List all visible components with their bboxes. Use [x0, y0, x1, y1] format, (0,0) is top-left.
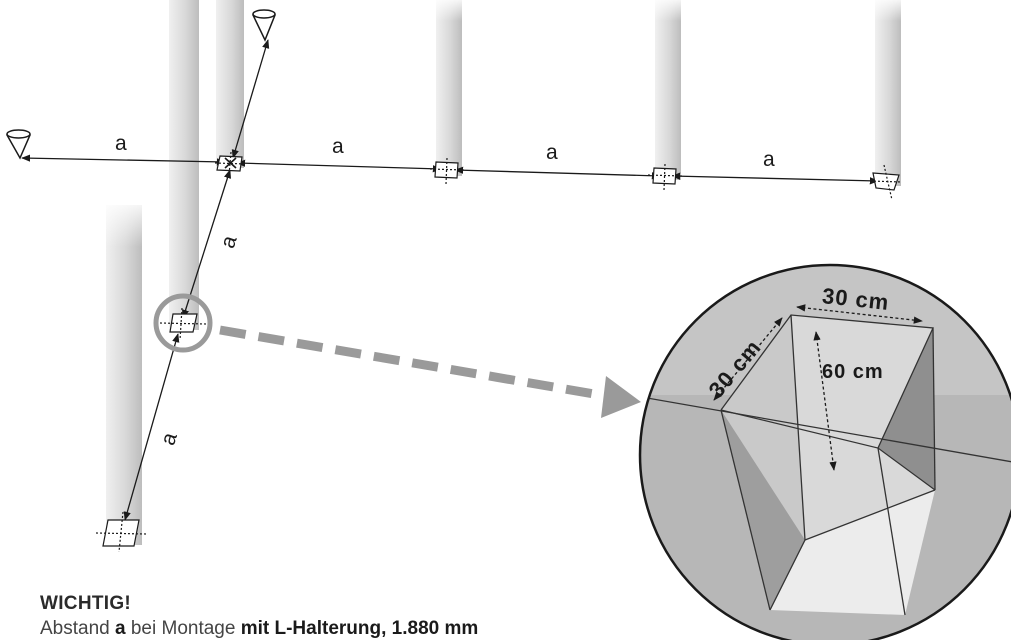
important-note: WICHTIG! Abstand a bei Montage mit L-Hal… — [40, 592, 760, 641]
spacing-label: a — [763, 148, 775, 171]
spacing-label: a — [332, 135, 344, 158]
sightline-cone-icon — [5, 129, 31, 160]
spacing-label: a — [216, 232, 242, 251]
post-foot-icon — [647, 163, 683, 191]
spacing-label: a — [546, 141, 558, 164]
spacing-line-diagonal — [123, 39, 270, 521]
note-title: WICHTIG! — [40, 593, 132, 614]
spacing-line-horizontal — [21, 154, 879, 185]
sightline-cone-icon — [252, 9, 276, 42]
post-foot-icon — [95, 511, 147, 553]
post-foot-icon — [214, 151, 247, 176]
spacing-label: a — [156, 430, 182, 449]
post-foot-icon — [429, 157, 465, 185]
note-text-a: a — [115, 617, 126, 639]
note-text: Abstand a bei Montage mit L-Halterung, 1… — [40, 617, 760, 641]
post — [216, 0, 244, 168]
note-text-1: Abstand — [40, 617, 115, 639]
zoom-circle-icon — [153, 293, 213, 353]
zoom-detail: 30 cm 30 cm 60 cm — [638, 263, 1011, 640]
post-foot-icon — [869, 164, 903, 201]
note-text-2: bei Montage — [125, 617, 241, 639]
note-text-bold: mit L-Halterung, 1.880 mm — [240, 617, 479, 639]
dim-depth: 60 cm — [822, 361, 884, 383]
spacing-label: a — [115, 132, 127, 155]
dashed-arrow-icon — [219, 325, 641, 418]
post-foot-icon — [159, 307, 207, 341]
